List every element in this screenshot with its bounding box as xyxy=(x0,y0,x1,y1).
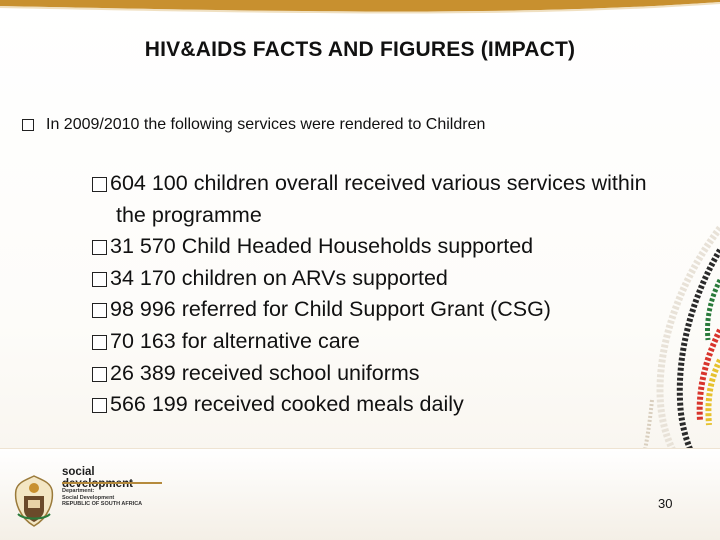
bullet-list: 604 100 children overall received variou… xyxy=(92,168,712,421)
footer-band xyxy=(0,448,720,540)
intro-line: In 2009/2010 the following services were… xyxy=(22,116,662,134)
bullet-text: 98 996 referred for Child Support Grant … xyxy=(110,297,551,322)
beaded-necklace-image xyxy=(642,225,720,470)
department-logo: social development Department: Social De… xyxy=(8,466,168,536)
intro-text: In 2009/2010 the following services were… xyxy=(46,116,486,133)
checkbox-square-icon xyxy=(92,303,107,319)
list-item: 98 996 referred for Child Support Grant … xyxy=(92,294,712,326)
checkbox-square-icon xyxy=(22,119,34,131)
list-item: 566 199 received cooked meals daily xyxy=(92,389,712,421)
slide-title: HIV&AIDS FACTS AND FIGURES (IMPACT) xyxy=(144,38,576,61)
checkbox-square-icon xyxy=(92,177,107,192)
bullet-text: 31 570 Child Headed Households supported xyxy=(110,234,534,259)
bullet-continuation: the programme xyxy=(116,202,262,227)
checkbox-square-icon xyxy=(92,271,107,287)
bullet-text: 70 163 for alternative care xyxy=(110,328,360,353)
department-text: Department: Social Development REPUBLIC … xyxy=(62,488,142,508)
dept-line-2: Social Development xyxy=(62,494,115,501)
bullet-text: 26 389 received school uniforms xyxy=(110,360,420,385)
checkbox-square-icon xyxy=(92,334,107,350)
checkbox-square-icon xyxy=(92,240,107,256)
coat-of-arms-icon xyxy=(14,475,54,527)
list-item: 604 100 children overall received variou… xyxy=(92,168,712,200)
org-underline xyxy=(62,482,162,484)
list-item: 70 163 for alternative care xyxy=(92,326,712,358)
list-item: 26 389 received school uniforms xyxy=(92,358,712,390)
dept-line-1: Department: xyxy=(62,488,95,494)
org-name: social development xyxy=(62,466,133,490)
dept-line-3: REPUBLIC OF SOUTH AFRICA xyxy=(62,501,143,507)
page-number: 30 xyxy=(658,496,673,511)
bullet-text: 566 199 received cooked meals daily xyxy=(110,392,464,417)
checkbox-square-icon xyxy=(92,398,107,414)
top-decorative-bar xyxy=(0,0,720,18)
bullet-text: 34 170 children on ARVs supported xyxy=(110,265,448,290)
checkbox-square-icon xyxy=(92,366,107,382)
list-item: 34 170 children on ARVs supported xyxy=(92,263,712,295)
bullet-text: 604 100 children overall received variou… xyxy=(110,171,647,195)
list-item: 31 570 Child Headed Households supported xyxy=(92,231,712,263)
